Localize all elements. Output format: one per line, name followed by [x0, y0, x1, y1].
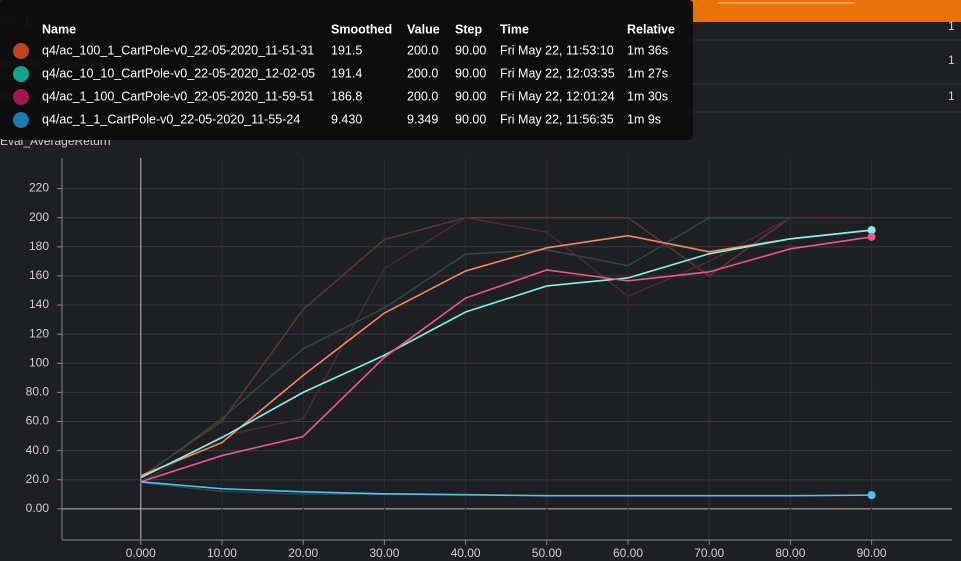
- side-label: 1: [948, 53, 955, 67]
- tooltip-cell: Fri May 22, 12:03:35: [500, 66, 615, 80]
- y-tick-label: 120: [29, 326, 49, 340]
- y-tick-label: 40.0: [26, 443, 50, 457]
- tooltip-cell: 90.00: [455, 89, 486, 103]
- tooltip: Name Smoothed Value Step Time Relative q4/ac_1…: [0, 0, 693, 140]
- x-tick-label: 20.00: [288, 546, 318, 560]
- tooltip-cell: 186.8: [331, 89, 362, 103]
- tooltip-cell: 9.349: [407, 112, 438, 126]
- tooltip-cell: 90.00: [455, 66, 486, 80]
- series-line: [140, 480, 872, 497]
- run-color: [13, 43, 29, 59]
- series-line: [140, 229, 872, 477]
- x-tick-label: 60.00: [613, 546, 643, 560]
- x-tick-label: 80.00: [775, 546, 805, 560]
- raw-line: [140, 216, 872, 484]
- x-tick-label: 40.00: [451, 546, 481, 560]
- tooltip-header: Value: [407, 22, 440, 36]
- hover-dot: [867, 226, 876, 235]
- y-tick-label: 180: [29, 239, 49, 253]
- run-color: [13, 112, 29, 128]
- tooltip-header: Step: [455, 22, 482, 36]
- x-tick-label: 90.00: [857, 546, 887, 560]
- tooltip-cell: 191.5: [331, 43, 362, 57]
- y-tick-label: 160: [29, 268, 49, 282]
- hover-dot: [867, 232, 876, 241]
- tooltip-cell: q4/ac_1_1_CartPole-v0_22-05-2020_11-55-2…: [42, 112, 300, 126]
- y-tick-label: 140: [29, 297, 49, 311]
- y-tick-label: 200: [29, 210, 49, 224]
- x-tick-label: 10.00: [207, 546, 237, 560]
- tooltip-header: Name: [42, 22, 76, 36]
- tooltip-cell: q4/ac_100_1_CartPole-v0_22-05-2020_11-51…: [42, 43, 314, 57]
- plot: 0.00 20.0 40.0 60.0 80.0 100 120 140 160 180 200 22…: [26, 158, 952, 560]
- y-tick-label: 0.00: [26, 501, 50, 515]
- side-label: 1: [948, 89, 955, 103]
- header-bar: [690, 0, 961, 22]
- tooltip-cell: 90.00: [455, 112, 486, 126]
- tooltip-cell: 191.4: [331, 66, 362, 80]
- tooltip-cell: 200.0: [407, 66, 438, 80]
- tooltip-header: Relative: [627, 22, 675, 36]
- run-color: [13, 89, 29, 105]
- y-tick-label: 80.0: [26, 385, 50, 399]
- hover-dot: [867, 491, 876, 500]
- y-tick-label: 20.0: [26, 472, 50, 486]
- x-tick-label: 0.000: [126, 546, 156, 560]
- tooltip-cell: 1m 30s: [627, 89, 668, 103]
- side-label: 1: [948, 19, 955, 33]
- tooltip-cell: 1m 9s: [627, 112, 661, 126]
- series-line: [140, 229, 872, 479]
- tooltip-cell: Fri May 22, 11:53:10: [500, 43, 614, 57]
- tooltip-box: [0, 0, 693, 140]
- series-line: [140, 236, 872, 483]
- tooltip-cell: q4/ac_1_100_CartPole-v0_22-05-2020_11-59…: [42, 89, 314, 103]
- tooltip-cell: 1m 27s: [627, 66, 668, 80]
- x-tick-label: 70.00: [694, 546, 724, 560]
- tooltip-cell: q4/ac_10_10_CartPole-v0_22-05-2020_12-02…: [42, 66, 315, 80]
- run-color: [13, 66, 29, 82]
- tooltip-header: Time: [500, 22, 529, 36]
- tooltip-cell: 1m 36s: [627, 43, 668, 57]
- tooltip-cell: 200.0: [407, 43, 438, 57]
- tooltip-cell: 200.0: [407, 89, 438, 103]
- raw-line: [140, 216, 872, 479]
- x-tick-label: 50.00: [532, 546, 562, 560]
- y-tick-label: 220: [29, 181, 49, 195]
- tooltip-cell: 90.00: [455, 43, 486, 57]
- tooltip-cell: Fri May 22, 11:56:35: [500, 112, 614, 126]
- tooltip-cell: Fri May 22, 12:01:24: [500, 89, 615, 103]
- y-tick-label: 100: [29, 355, 49, 369]
- x-tick-label: 30.00: [369, 546, 399, 560]
- tooltip-cell: 9.430: [331, 112, 362, 126]
- y-tick-label: 60.0: [26, 414, 50, 428]
- tooltip-header: Smoothed: [331, 22, 392, 36]
